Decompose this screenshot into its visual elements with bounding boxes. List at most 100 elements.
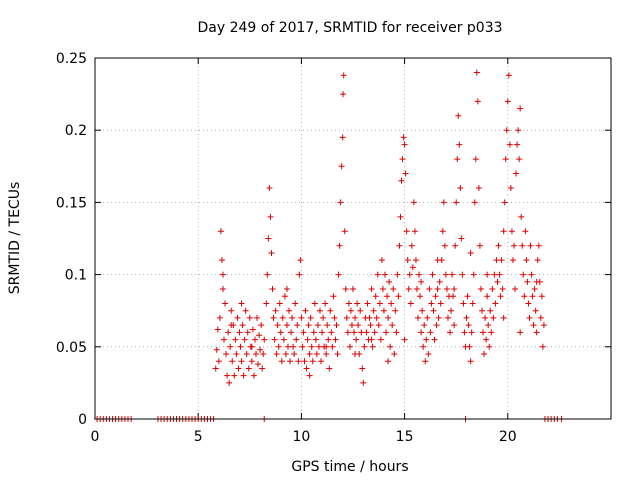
data-point xyxy=(439,228,446,235)
data-point xyxy=(316,307,323,314)
data-point xyxy=(487,307,494,314)
data-point xyxy=(233,351,240,358)
x-tick-label: 0 xyxy=(91,429,100,445)
data-point xyxy=(284,343,291,350)
data-point xyxy=(256,332,263,339)
grid-lines xyxy=(95,58,611,419)
data-point xyxy=(268,249,275,256)
data-point xyxy=(326,365,333,372)
data-point xyxy=(327,307,334,314)
data-point xyxy=(231,372,238,379)
data-point xyxy=(319,329,326,336)
data-point xyxy=(340,91,347,98)
data-point xyxy=(524,278,531,285)
data-point xyxy=(434,286,441,293)
x-tick-label: 15 xyxy=(396,429,414,445)
data-point xyxy=(267,213,274,220)
data-point xyxy=(373,314,380,321)
data-point xyxy=(435,314,442,321)
data-point xyxy=(227,343,234,350)
data-point xyxy=(475,184,482,191)
data-point xyxy=(519,242,526,249)
data-point xyxy=(334,351,341,358)
data-point xyxy=(341,228,348,235)
data-point xyxy=(467,358,474,365)
data-point xyxy=(399,156,406,163)
plot-frame xyxy=(94,57,612,420)
data-point xyxy=(400,134,407,141)
data-point xyxy=(527,242,534,249)
data-point xyxy=(224,372,231,379)
data-point xyxy=(229,358,236,365)
data-point xyxy=(473,69,480,76)
data-point xyxy=(460,300,467,307)
y-tick-label: 0.1 xyxy=(65,268,87,284)
data-point xyxy=(534,257,541,264)
data-point xyxy=(387,343,394,350)
data-point xyxy=(379,286,386,293)
data-point xyxy=(458,235,465,242)
data-point xyxy=(488,329,495,336)
data-point xyxy=(490,314,497,321)
data-point xyxy=(222,300,229,307)
data-point xyxy=(517,105,524,112)
data-point xyxy=(257,346,264,353)
data-point xyxy=(291,351,298,358)
data-point xyxy=(270,314,277,321)
data-point xyxy=(228,322,235,329)
data-point xyxy=(381,271,388,278)
data-point xyxy=(275,343,282,350)
data-point xyxy=(530,322,537,329)
data-point xyxy=(418,329,425,336)
data-point xyxy=(302,307,309,314)
data-markers xyxy=(94,69,565,422)
y-tick-label: 0.05 xyxy=(56,340,87,356)
data-point xyxy=(440,199,447,206)
data-point xyxy=(370,307,377,314)
data-point xyxy=(432,293,439,300)
data-point xyxy=(320,314,327,321)
data-point xyxy=(328,329,335,336)
data-point xyxy=(251,336,258,343)
data-point xyxy=(523,257,530,264)
data-point xyxy=(420,343,427,350)
data-point xyxy=(485,322,492,329)
data-point xyxy=(309,358,316,365)
data-point xyxy=(237,343,244,350)
data-point xyxy=(392,307,399,314)
data-point xyxy=(358,329,365,336)
data-point xyxy=(431,336,438,343)
data-point xyxy=(394,271,401,278)
data-point xyxy=(366,314,373,321)
data-point xyxy=(368,336,375,343)
data-point xyxy=(305,322,312,329)
data-point xyxy=(472,156,479,163)
data-point xyxy=(318,358,325,365)
data-point xyxy=(447,329,454,336)
data-point xyxy=(471,199,478,206)
data-point xyxy=(234,314,241,321)
data-point xyxy=(386,278,393,285)
data-point xyxy=(533,278,540,285)
data-point xyxy=(483,336,490,343)
data-point xyxy=(315,343,322,350)
data-point xyxy=(467,249,474,256)
data-point xyxy=(425,351,432,358)
data-point xyxy=(331,314,338,321)
data-point xyxy=(508,228,515,235)
data-point xyxy=(299,343,306,350)
data-point xyxy=(332,336,339,343)
data-point xyxy=(452,242,459,249)
data-point xyxy=(397,213,404,220)
data-point xyxy=(274,322,281,329)
data-point xyxy=(457,184,464,191)
data-point xyxy=(329,343,336,350)
data-point xyxy=(273,351,280,358)
axis-ticks xyxy=(94,57,611,420)
data-point xyxy=(217,228,224,235)
data-point xyxy=(266,184,273,191)
data-point xyxy=(245,365,252,372)
data-point xyxy=(516,156,523,163)
data-point xyxy=(352,351,359,358)
data-point xyxy=(372,293,379,300)
